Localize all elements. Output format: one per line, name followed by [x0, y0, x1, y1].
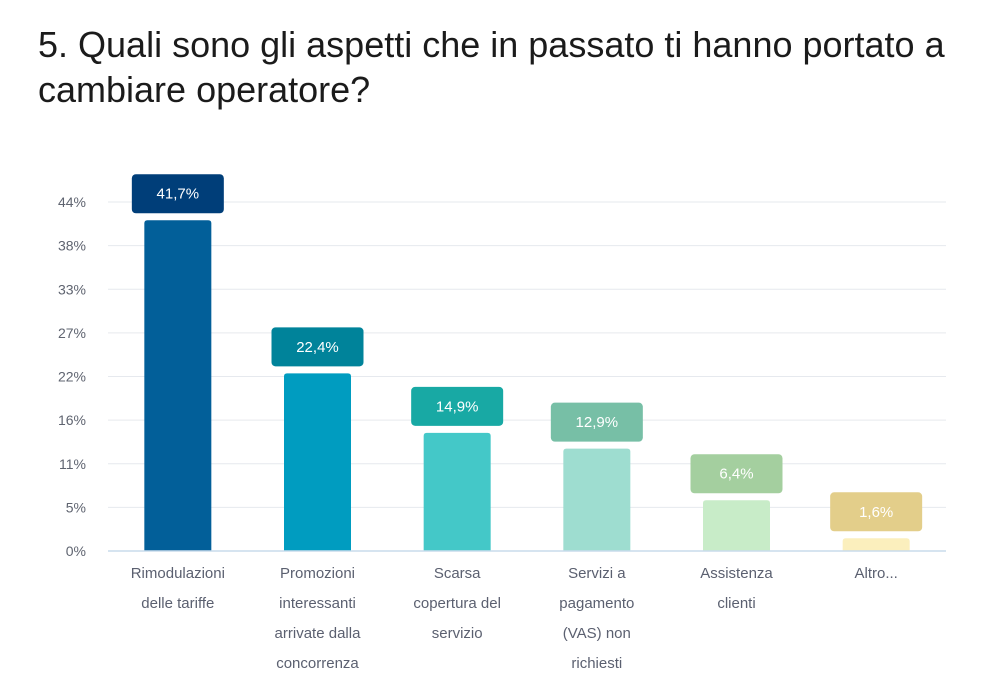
data-label-text: 22,4%	[296, 339, 339, 356]
data-label: 6,4%	[690, 454, 783, 494]
data-label: 41,7%	[131, 174, 224, 214]
x-tick-label-line: pagamento	[559, 595, 634, 612]
data-label-text: 14,9%	[436, 398, 479, 415]
bars	[144, 220, 910, 552]
y-tick-label: 38%	[58, 238, 86, 254]
page-title: 5. Quali sono gli aspetti che in passato…	[38, 24, 945, 110]
y-tick-label: 22%	[58, 369, 86, 385]
x-tick-label: Rimodulazioni delle tariffe	[131, 565, 225, 612]
y-tick-label: 27%	[58, 325, 86, 341]
grid-lines	[108, 201, 946, 508]
bar	[144, 220, 212, 552]
x-tick-label: Scarsa copertura del servizio	[413, 565, 501, 642]
bar	[423, 432, 491, 551]
x-tick-label-line: Promozioni	[280, 565, 355, 582]
bar	[703, 500, 770, 551]
x-tick-label-line: copertura del	[413, 595, 501, 612]
data-label-box	[131, 174, 224, 214]
data-label-text: 1,6%	[859, 504, 893, 521]
x-tick-label-line: servizio	[432, 625, 483, 642]
y-tick-label: 5%	[66, 499, 86, 515]
bar	[842, 538, 910, 551]
data-label-text: 41,7%	[157, 186, 200, 203]
x-tick-label-line: richiesti	[571, 655, 622, 672]
bar	[563, 448, 631, 551]
x-tick-label: Servizi a pagamento (VAS) non richiesti	[559, 565, 634, 672]
data-label: 22,4%	[271, 327, 364, 367]
data-label-box	[690, 454, 783, 494]
y-tick-label: 11%	[59, 456, 86, 472]
y-tick-label: 16%	[58, 412, 86, 428]
data-label: 1,6%	[830, 492, 923, 532]
x-tick-label-line: Assistenza	[700, 565, 773, 582]
x-tick-label-line: interessanti	[279, 595, 356, 612]
x-tick-label: Promozioni interessanti arrivate dalla conc…	[275, 565, 362, 672]
data-label: 14,9%	[411, 386, 504, 426]
x-axis: Rimodulazioni delle tariffe Promozioni inte…	[108, 550, 946, 672]
x-tick-label: Assistenza clienti	[700, 565, 773, 612]
data-label-text: 12,9%	[576, 414, 619, 431]
x-tick-label-line: clienti	[717, 595, 755, 612]
data-label-box	[830, 492, 923, 532]
data-label: 12,9%	[550, 402, 643, 442]
x-tick-label-line: concorrenza	[276, 655, 359, 672]
data-label-box	[550, 402, 643, 442]
y-tick-label: 44%	[58, 194, 86, 210]
data-label-box	[411, 386, 504, 426]
data-label-box	[271, 327, 364, 367]
y-tick-label: 0%	[66, 543, 86, 559]
y-tick-label: 33%	[58, 281, 86, 297]
x-tick-label-line: Altro...	[854, 565, 897, 582]
y-axis: 0% 5% 11% 16% 22% 27% 33% 38% 44%	[58, 194, 86, 559]
x-tick-label-line: arrivate dalla	[275, 625, 362, 642]
data-labels: 41,7% 22,4% 14,9% 12,9% 6,4% 1,6%	[131, 174, 923, 532]
data-label-text: 6,4%	[719, 466, 753, 483]
x-tick-label-line: delle tariffe	[141, 595, 214, 612]
x-tick-label: Altro...	[854, 565, 897, 582]
x-tick-label-line: (VAS) non	[563, 625, 631, 642]
x-tick-label-line: Servizi a	[568, 565, 626, 582]
x-tick-label-line: Rimodulazioni	[131, 565, 225, 582]
bar	[284, 373, 351, 551]
x-tick-label-line: Scarsa	[434, 565, 481, 582]
